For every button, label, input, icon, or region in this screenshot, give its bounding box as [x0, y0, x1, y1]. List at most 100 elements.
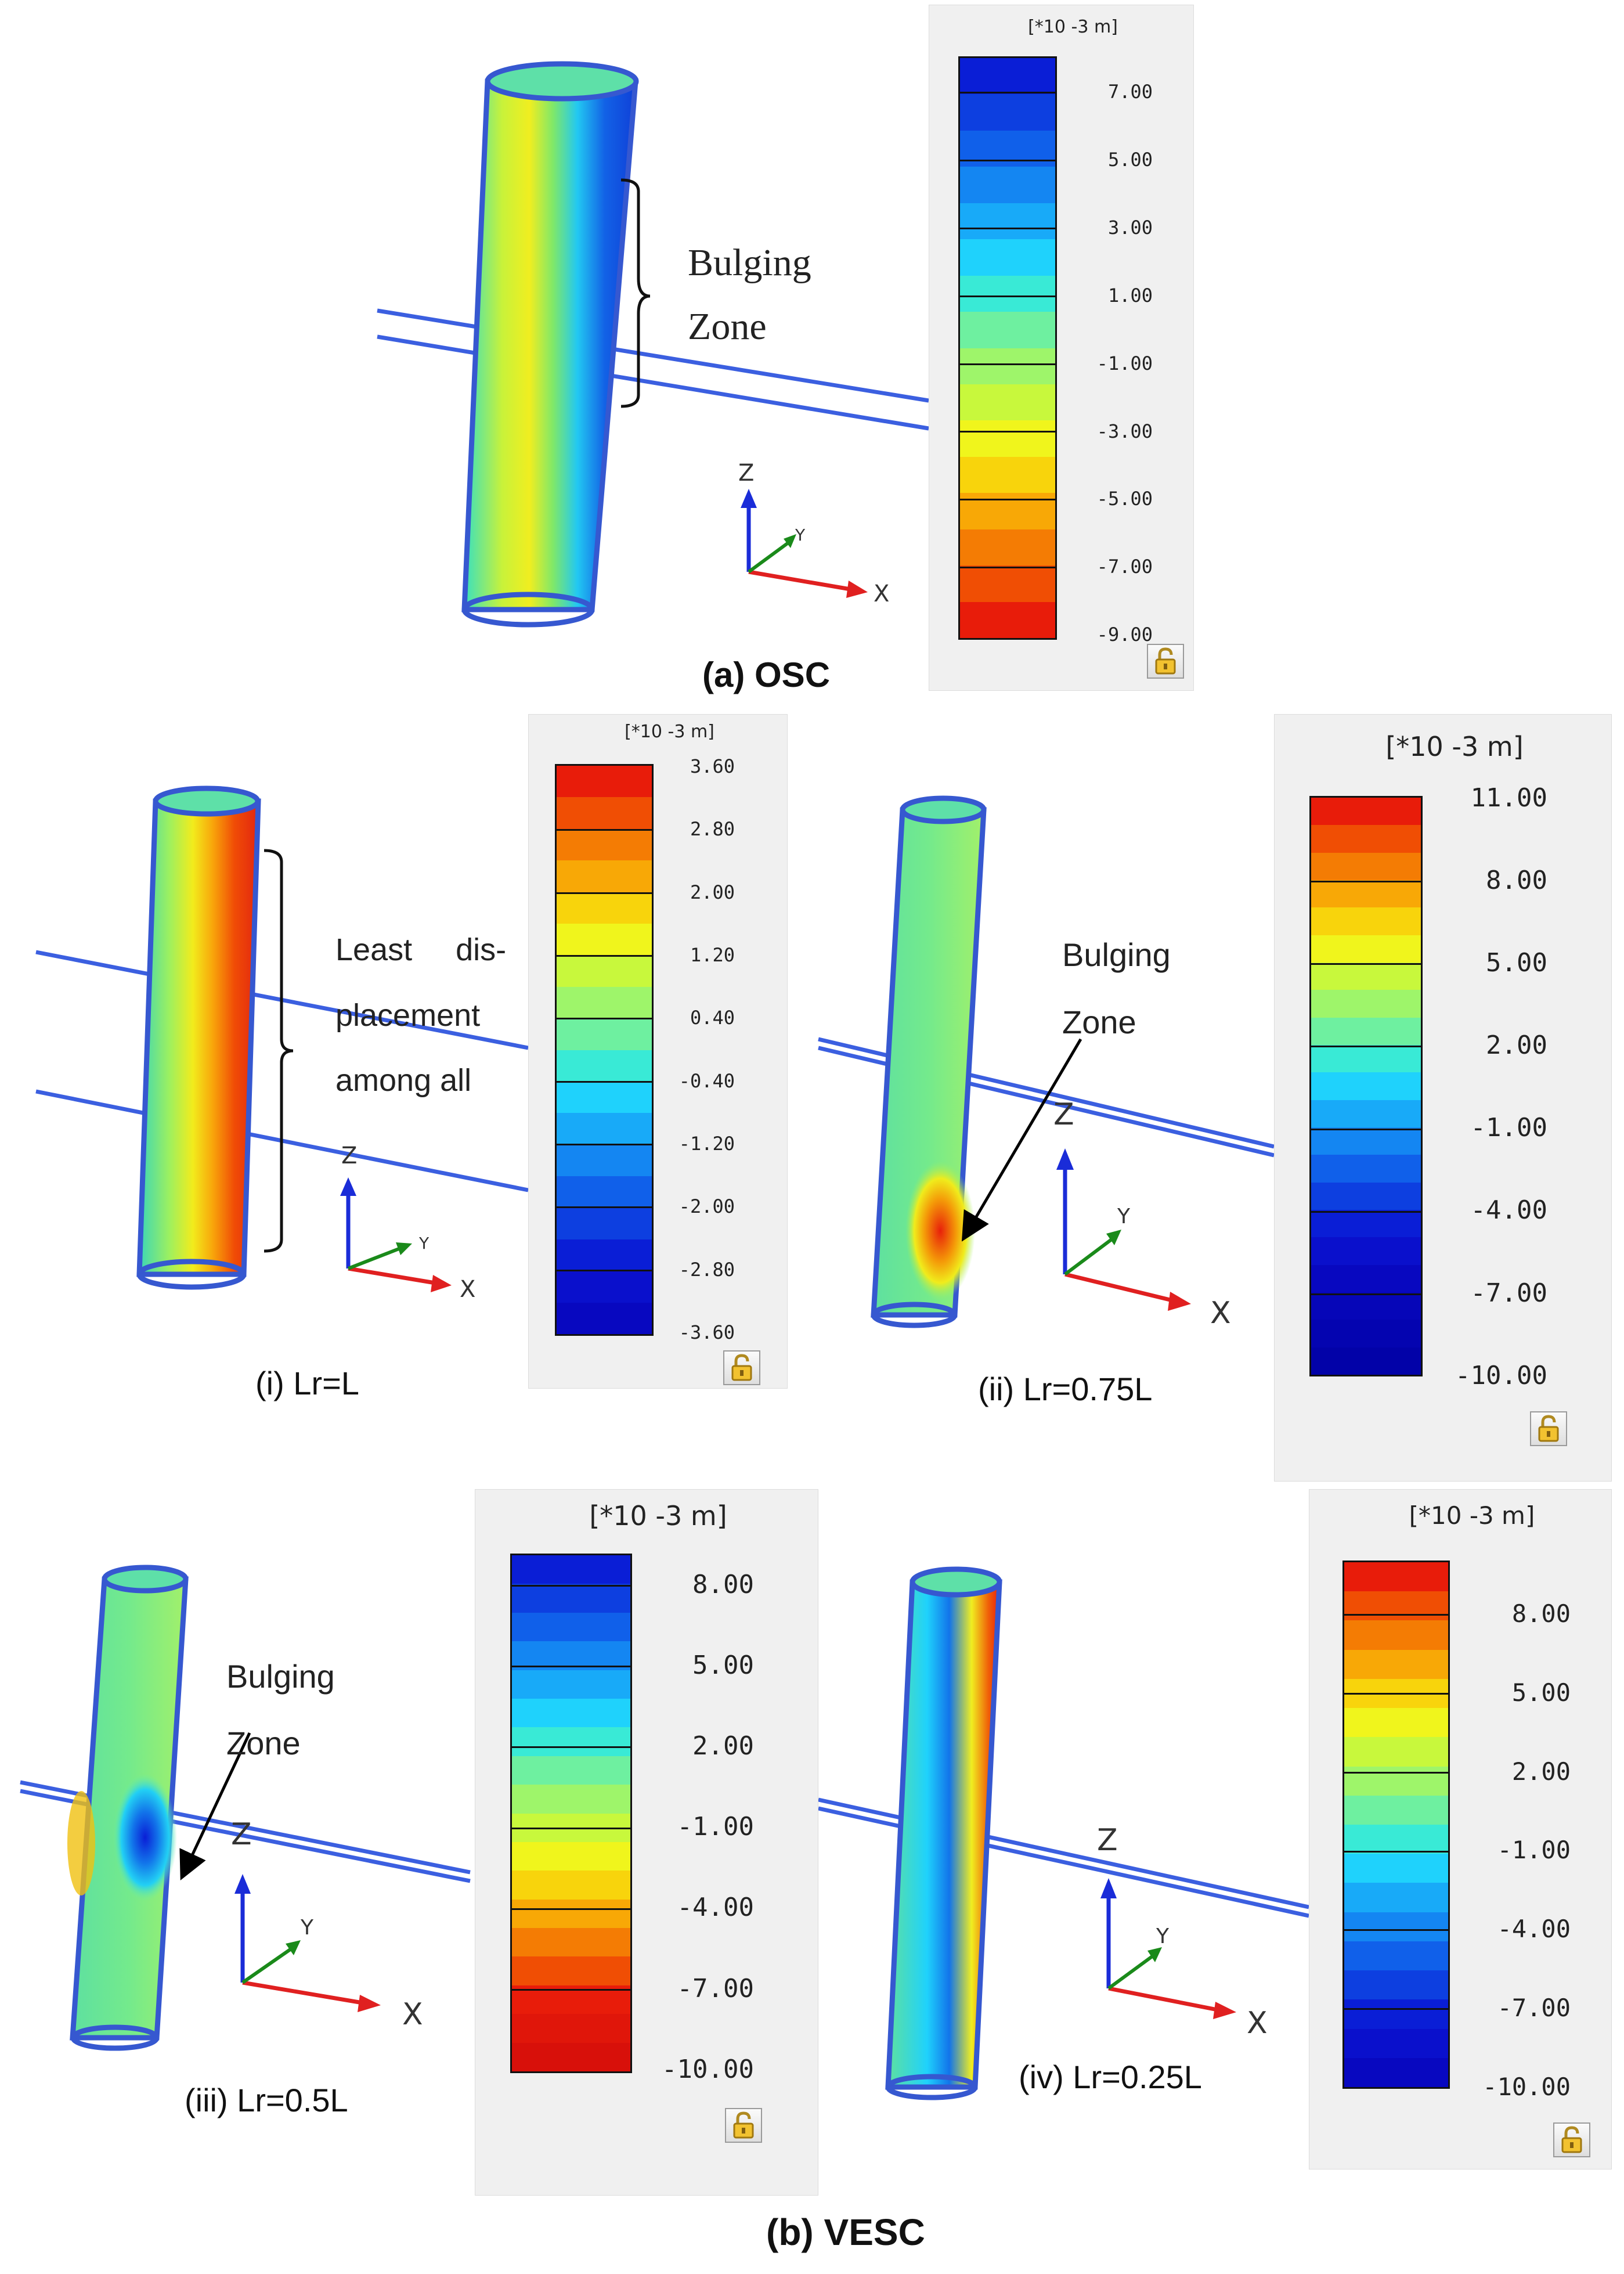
legend-divider: [557, 1080, 652, 1083]
panel-bii-legend: [*10 -3 m] 11.00 8.00 5.00 2.00 -1.00 -4.00 -7.…: [1274, 714, 1612, 1482]
panel-a-caption: (a) OSC: [702, 655, 831, 694]
panel-bi-annotation-line1: Least dis-: [335, 932, 507, 967]
legend-divider: [1344, 2008, 1448, 2010]
legend-color-band: [1344, 2028, 1448, 2059]
legend-color-band: [960, 529, 1055, 567]
panel-biv-axis-y: Y: [1156, 1925, 1169, 1948]
legend-color-band: [557, 1208, 652, 1240]
legend-divider: [1311, 881, 1421, 883]
legend-color-band: [1344, 1912, 1448, 1942]
panel-bi-column: [136, 785, 261, 1290]
legend-tick-label: -10.00: [662, 2054, 754, 2084]
legend-tick-label: 0.40: [690, 1007, 735, 1029]
legend-color-band: [512, 1871, 630, 1900]
lock-icon[interactable]: [1530, 1411, 1567, 1446]
legend-tick-label: -1.00: [1470, 1113, 1547, 1143]
legend-color-band: [512, 1555, 630, 1585]
panel-a-axis-x: X: [874, 581, 890, 607]
legend-color-band: [960, 203, 1055, 240]
padlock-icon: [731, 1354, 752, 1381]
panel-bii-annotation-line1: Bulging: [1062, 936, 1171, 973]
legend-color-band: [512, 1841, 630, 1872]
panel-a-axis-y: Y: [795, 525, 806, 545]
panel-bii-arrow: [961, 1038, 1082, 1242]
legend-tick-label: -1.00: [1096, 352, 1153, 374]
legend-color-band: [960, 384, 1055, 421]
panel-a-annotation-line2: Zone: [688, 305, 767, 348]
legend-tick-label: -7.00: [1497, 1994, 1571, 2023]
legend-color-band: [1344, 1620, 1448, 1650]
legend-color-band: [1311, 990, 1421, 1018]
legend-tick-label: -4.00: [1470, 1195, 1547, 1226]
legend-color-band: [1311, 963, 1421, 991]
legend-unit-label: [*10 -3 m]: [1028, 17, 1118, 37]
legend-color-band: [512, 2042, 630, 2071]
panel-a-axis-z: Z: [738, 460, 755, 486]
padlock-icon: [733, 2111, 754, 2139]
panel-biv-column: [885, 1566, 1002, 2100]
legend-color-bar: [555, 764, 654, 1336]
lock-icon[interactable]: [723, 1350, 760, 1385]
panel-bii-annotation-line2: Zone: [1062, 1004, 1136, 1040]
panel-biii-axis-y: Y: [301, 1916, 313, 1940]
legend-color-band: [557, 1081, 652, 1114]
panel-biii-axis-x: X: [402, 1997, 423, 2032]
legend-color-band: [1311, 1045, 1421, 1073]
lock-icon[interactable]: [725, 2108, 762, 2143]
legend-divider: [557, 829, 652, 831]
legend-color-band: [557, 892, 652, 924]
lock-icon[interactable]: [1553, 2122, 1590, 2157]
panel-a-geogrid: [377, 308, 929, 431]
legend-color-band: [1344, 1825, 1448, 1855]
legend-color-band: [557, 797, 652, 830]
legend-color-band: [512, 1727, 630, 1757]
panel-biii-column: [67, 1565, 189, 2051]
legend-color-band: [512, 1612, 630, 1642]
legend-divider: [960, 92, 1055, 93]
panel-bii-column: [871, 795, 987, 1328]
legend-color-band: [1344, 1562, 1448, 1592]
legend-color-band: [1311, 1347, 1421, 1375]
panel-bii-axis-x: X: [1210, 1296, 1231, 1331]
legend-color-band: [1311, 1017, 1421, 1046]
legend-color-band: [1344, 1649, 1448, 1680]
panel-bii-axes: [1056, 1148, 1191, 1311]
legend-tick-label: -3.00: [1096, 420, 1153, 442]
legend-color-band: [960, 420, 1055, 457]
legend-color-band: [1311, 852, 1421, 881]
legend-tick-label: 8.00: [1511, 1599, 1571, 1628]
legend-color-band: [1311, 798, 1421, 826]
legend-divider: [1344, 1692, 1448, 1695]
lock-icon[interactable]: [1147, 644, 1184, 679]
panel-biii-annotation-line2: Zone: [226, 1725, 301, 1761]
panel-a-legend: [*10 -3 m] 7.00 5.00 3.00 1.00 -1.00 -3.00 -5.0…: [929, 5, 1194, 691]
legend-color-band: [1344, 1999, 1448, 2030]
legend-tick-label: 2.00: [690, 881, 735, 903]
panel-bi-bracket: [264, 849, 294, 1253]
legend-color-band: [960, 94, 1055, 131]
legend-divider: [1311, 1128, 1421, 1130]
legend-color-band: [557, 1050, 652, 1082]
legend-color-band: [1311, 935, 1421, 963]
padlock-icon: [1155, 647, 1176, 675]
legend-tick-label: -3.60: [679, 1321, 735, 1344]
legend-color-band: [1311, 880, 1421, 909]
padlock-icon: [1538, 1415, 1559, 1442]
panel-bi-annotation-line3: among all: [335, 1063, 472, 1098]
panel-biii-legend: [*10 -3 m] 8.00 5.00 2.00 -1.00 -4.00 -7.00 -10…: [475, 1489, 818, 2196]
legend-tick-label: -9.00: [1096, 624, 1153, 646]
panel-a-annotation-line1: Bulging: [688, 242, 811, 284]
legend-color-band: [1311, 1182, 1421, 1210]
legend-tick-label: 5.00: [1107, 149, 1153, 171]
legend-color-band: [512, 2014, 630, 2044]
panel-bi-caption: (i) Lr=L: [255, 1365, 359, 1401]
legend-divider: [557, 1144, 652, 1145]
legend-color-band: [1344, 1591, 1448, 1621]
legend-color-band: [1311, 1237, 1421, 1266]
panel-bii-axis-y: Y: [1117, 1205, 1130, 1228]
legend-divider: [557, 892, 652, 894]
legend-color-bar: [958, 56, 1057, 640]
legend-color-band: [557, 1113, 652, 1145]
legend-divider: [1311, 1293, 1421, 1295]
